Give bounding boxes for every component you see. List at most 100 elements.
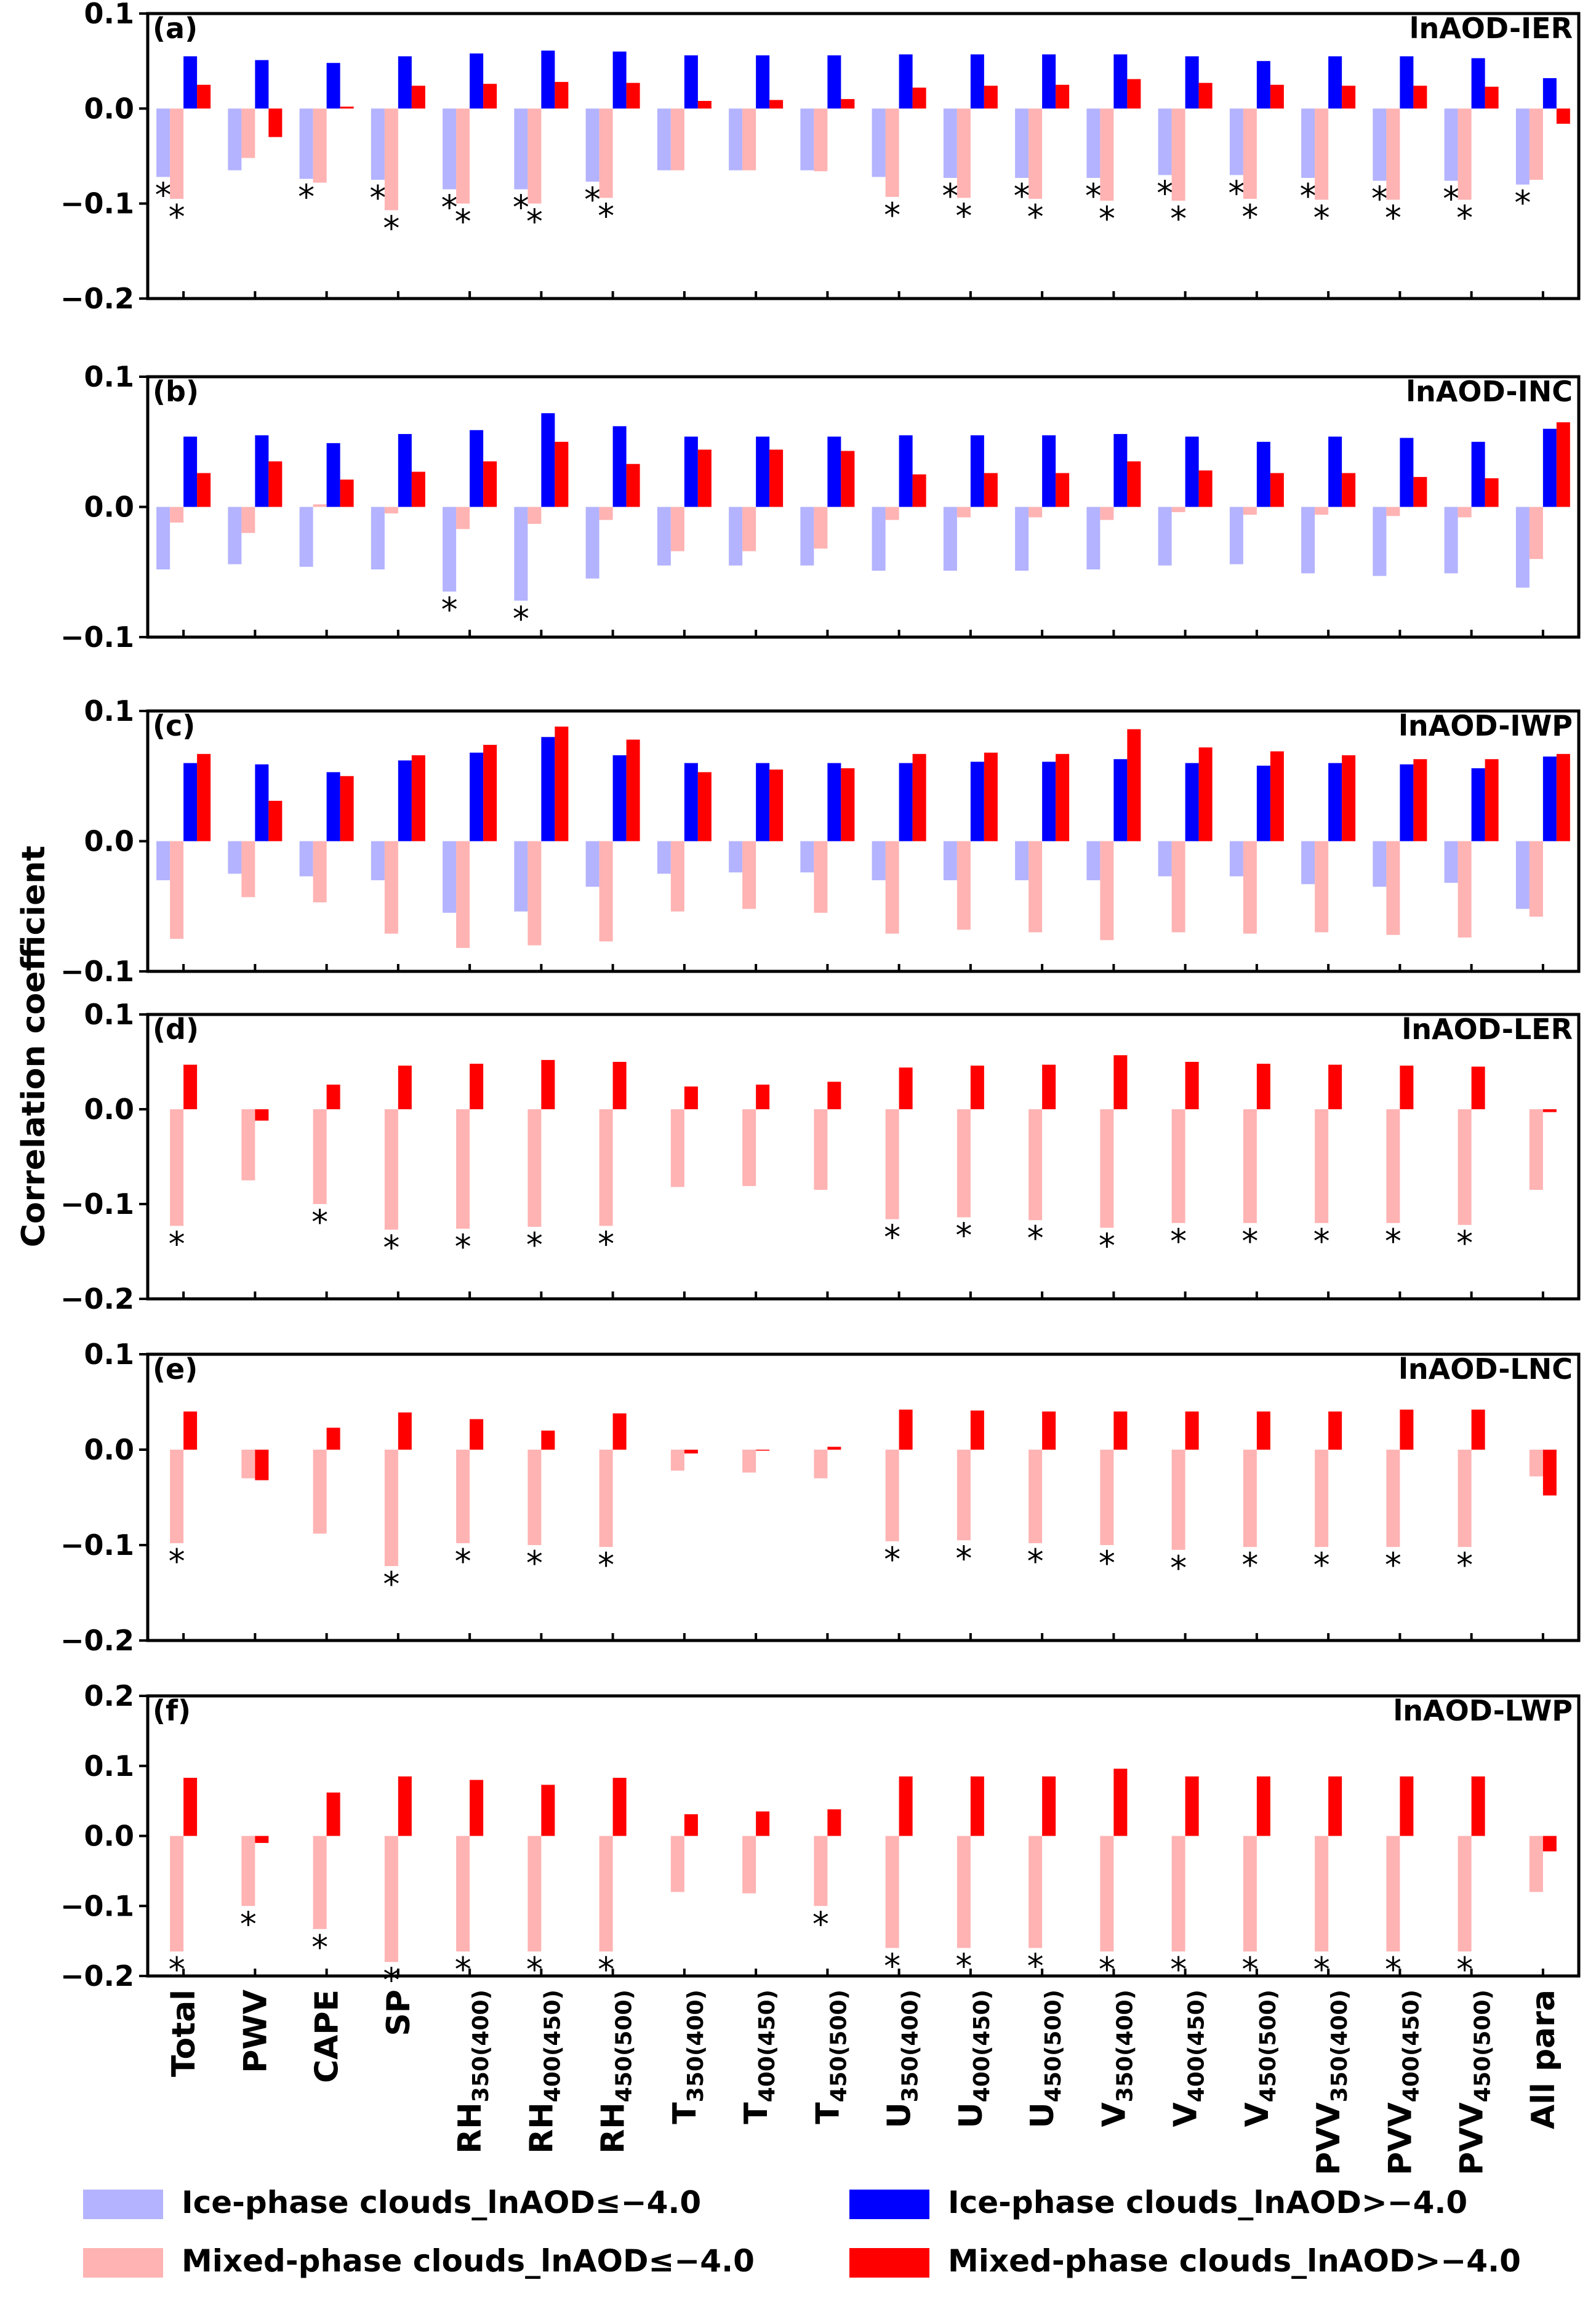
bar-mixed-phase-clouds-lnaod-4-0-rh450-500: [626, 82, 640, 109]
bar-mixed-phase-clouds-lnaod-4-0-u400-450: [956, 108, 971, 198]
bar-ice-phase-clouds-lnaod-4-0-pvv450-500: [1471, 441, 1485, 507]
legend-swatch: [83, 2248, 163, 2278]
bar-mixed-phase-clouds-lnaod-4-0-t350-400: [697, 100, 712, 109]
significance-star: *: [383, 1229, 399, 1267]
bar-mixed-phase-clouds-lnaod-4-0-rh400-450: [527, 108, 542, 204]
y-tick-label: 0.1: [84, 694, 135, 728]
bar-mixed-phase-clouds-lnaod-4-0-t350-400: [684, 1814, 698, 1836]
bar-ice-phase-clouds-lnaod-4-0-t400-450: [729, 507, 743, 566]
bar-mixed-phase-clouds-lnaod-4-0-pwv: [241, 1450, 255, 1479]
bar-mixed-phase-clouds-lnaod-4-0-total: [170, 1450, 184, 1543]
bar-mixed-phase-clouds-lnaod-4-0-v450-500: [1270, 473, 1284, 507]
bar-mixed-phase-clouds-lnaod-4-0-u400-450: [984, 86, 998, 109]
bar-ice-phase-clouds-lnaod-4-0-pvv350-400: [1328, 763, 1342, 841]
bar-mixed-phase-clouds-lnaod-4-0-v350-400: [1127, 729, 1141, 841]
bar-mixed-phase-clouds-lnaod-4-0-sp: [398, 1066, 412, 1109]
legend-item-mixed-phase-clouds-lnaod-4-0: Mixed-phase clouds_lnAOD>−4.0: [849, 2243, 1521, 2279]
bar-mixed-phase-clouds-lnaod-4-0-t400-450: [742, 1450, 756, 1473]
bar-mixed-phase-clouds-lnaod-4-0-all-para: [1556, 108, 1570, 124]
bar-mixed-phase-clouds-lnaod-4-0-v350-400: [1100, 507, 1114, 520]
bar-ice-phase-clouds-lnaod-4-0-u450-500: [1015, 841, 1029, 880]
bar-ice-phase-clouds-lnaod-4-0-t450-500: [827, 763, 841, 841]
bar-mixed-phase-clouds-lnaod-4-0-t400-450: [769, 769, 784, 841]
bar-mixed-phase-clouds-lnaod-4-0-v400-450: [1171, 1450, 1185, 1550]
bar-ice-phase-clouds-lnaod-4-0-v350-400: [1086, 108, 1101, 178]
bar-mixed-phase-clouds-lnaod-4-0-v350-400: [1127, 461, 1141, 507]
bar-mixed-phase-clouds-lnaod-4-0-u350-400: [899, 1067, 913, 1109]
bar-ice-phase-clouds-lnaod-4-0-pvv450-500: [1444, 507, 1458, 574]
bar-mixed-phase-clouds-lnaod-4-0-total: [170, 507, 184, 523]
bar-mixed-phase-clouds-lnaod-4-0-v400-450: [1198, 82, 1213, 109]
bar-ice-phase-clouds-lnaod-4-0-v350-400: [1113, 434, 1128, 507]
bar-mixed-phase-clouds-lnaod-4-0-total: [170, 108, 184, 199]
bar-mixed-phase-clouds-lnaod-4-0-pvv350-400: [1315, 507, 1329, 515]
bar-ice-phase-clouds-lnaod-4-0-rh350-400: [443, 507, 457, 592]
bar-mixed-phase-clouds-lnaod-4-0-u350-400: [885, 1836, 899, 1948]
bar-mixed-phase-clouds-lnaod-4-0-u350-400: [912, 753, 926, 841]
bar-ice-phase-clouds-lnaod-4-0-u350-400: [899, 54, 913, 109]
bar-ice-phase-clouds-lnaod-4-0-rh450-500: [612, 51, 627, 109]
bar-mixed-phase-clouds-lnaod-4-0-u400-450: [970, 1776, 984, 1836]
panel-lnaod-ier: (a) lnAOD-IER−0.2−0.10.00.1* * * * * * * * * * * * * *…: [60, 0, 1581, 315]
significance-star: *: [1456, 1224, 1473, 1263]
bar-ice-phase-clouds-lnaod-4-0-pwv: [228, 108, 242, 171]
bar-mixed-phase-clouds-lnaod-4-0-sp: [411, 755, 425, 841]
bar-mixed-phase-clouds-lnaod-4-0-rh400-450: [541, 1431, 555, 1450]
bar-ice-phase-clouds-lnaod-4-0-rh450-500: [585, 841, 600, 887]
bar-mixed-phase-clouds-lnaod-4-0-rh400-450: [541, 1785, 555, 1836]
y-tick-label: 0.1: [84, 0, 135, 30]
category-label: V450(500): [1239, 1990, 1281, 2127]
bar-mixed-phase-clouds-lnaod-4-0-pvv400-450: [1413, 86, 1427, 109]
bar-mixed-phase-clouds-lnaod-4-0-t350-400: [670, 108, 684, 171]
bar-mixed-phase-clouds-lnaod-4-0-u350-400: [885, 108, 899, 197]
bar-ice-phase-clouds-lnaod-4-0-pvv400-450: [1373, 841, 1387, 887]
bar-mixed-phase-clouds-lnaod-4-0-v350-400: [1113, 1055, 1128, 1109]
panel-lnaod-iwp: (c) lnAOD-IWP −0.1 0.0 0.1: [60, 694, 1581, 988]
bar-mixed-phase-clouds-lnaod-4-0-rh450-500: [612, 1413, 627, 1450]
significance-star: *: [812, 1905, 829, 1943]
bar-mixed-phase-clouds-lnaod-4-0-v350-400: [1100, 1836, 1114, 1952]
bar-mixed-phase-clouds-lnaod-4-0-t400-450: [756, 1811, 770, 1836]
category-label: All para: [1525, 1990, 1562, 2129]
bar-mixed-phase-clouds-lnaod-4-0-rh450-500: [626, 464, 640, 507]
y-tick-label: −0.2: [60, 282, 134, 315]
bar-mixed-phase-clouds-lnaod-4-0-v400-450: [1171, 108, 1185, 201]
bar-ice-phase-clouds-lnaod-4-0-u350-400: [872, 108, 886, 177]
bar-ice-phase-clouds-lnaod-4-0-pwv: [255, 60, 269, 109]
bar-mixed-phase-clouds-lnaod-4-0-pvv450-500: [1471, 1066, 1485, 1109]
bar-mixed-phase-clouds-lnaod-4-0-t450-500: [827, 1447, 841, 1450]
panel-title: lnAOD-IWP: [1398, 709, 1573, 742]
bar-mixed-phase-clouds-lnaod-4-0-t450-500: [841, 98, 855, 109]
plot-frame: [146, 1352, 1581, 1642]
bar-mixed-phase-clouds-lnaod-4-0-v400-450: [1171, 1836, 1185, 1952]
significance-star: *: [1027, 198, 1044, 236]
bar-mixed-phase-clouds-lnaod-4-0-v400-450: [1171, 507, 1185, 512]
bar-mixed-phase-clouds-lnaod-4-0-pvv450-500: [1485, 86, 1499, 109]
bar-mixed-phase-clouds-lnaod-4-0-pvv400-450: [1400, 1776, 1414, 1836]
bar-mixed-phase-clouds-lnaod-4-0-total: [170, 1109, 184, 1226]
significance-star: *: [1443, 180, 1459, 219]
significance-star: *: [169, 1542, 185, 1581]
bar-ice-phase-clouds-lnaod-4-0-rh450-500: [612, 755, 627, 841]
bar-mixed-phase-clouds-lnaod-4-0-pvv350-400: [1342, 86, 1356, 109]
bar-mixed-phase-clouds-lnaod-4-0-sp: [398, 1776, 412, 1836]
bar-ice-phase-clouds-lnaod-4-0-t350-400: [684, 763, 698, 841]
y-tick-label: −0.1: [60, 1187, 134, 1221]
bar-mixed-phase-clouds-lnaod-4-0-t400-450: [742, 841, 756, 909]
bar-mixed-phase-clouds-lnaod-4-0-v400-450: [1185, 1062, 1199, 1109]
bar-ice-phase-clouds-lnaod-4-0-u400-450: [970, 761, 984, 841]
bar-mixed-phase-clouds-lnaod-4-0-pwv: [241, 841, 255, 898]
y-tick-label: 0.1: [84, 1749, 135, 1783]
category-label: RH350(400): [452, 1990, 494, 2154]
bar-mixed-phase-clouds-lnaod-4-0-pvv400-450: [1400, 1409, 1414, 1450]
significance-star: *: [455, 1542, 471, 1581]
bar-mixed-phase-clouds-lnaod-4-0-rh400-450: [527, 1109, 542, 1227]
bar-ice-phase-clouds-lnaod-4-0-total: [183, 436, 198, 507]
bar-mixed-phase-clouds-lnaod-4-0-pwv: [268, 800, 283, 841]
bar-mixed-phase-clouds-lnaod-4-0-v450-500: [1243, 507, 1257, 515]
y-axis-label: Correlation coefficient: [15, 846, 52, 1248]
bar-ice-phase-clouds-lnaod-4-0-pvv400-450: [1400, 56, 1414, 109]
bar-mixed-phase-clouds-lnaod-4-0-total: [197, 753, 211, 841]
legend-item-mixed-phase-clouds-lnaod-4-0: Mixed-phase clouds_lnAOD≤−4.0: [83, 2243, 755, 2279]
bar-mixed-phase-clouds-lnaod-4-0-t400-450: [742, 1109, 756, 1186]
